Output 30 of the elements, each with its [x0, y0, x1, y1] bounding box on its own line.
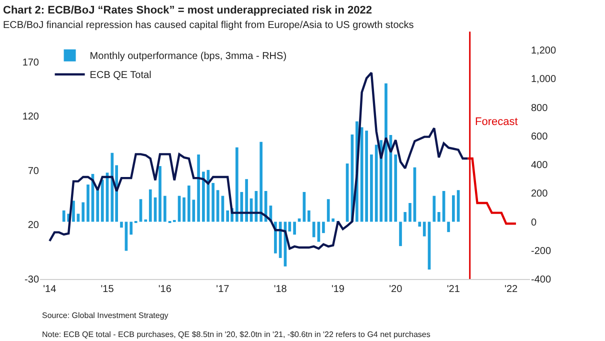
x-tick-label: '16: [158, 284, 172, 295]
y-tick-label: 70: [28, 166, 40, 177]
y-tick-label: -30: [24, 274, 40, 286]
x-tick-label: '20: [389, 284, 403, 295]
y2-tick-label: -200: [531, 246, 552, 257]
text: Note: ECB QE total - ECB purchases, QE $8.5tn in '20, $2.0tn in '21, -$0.6tn in '22 refers to G4 net purchases: [42, 330, 430, 339]
y2-tick-label: 0: [531, 217, 537, 228]
x-tick-label: '17: [216, 284, 230, 295]
source-note: Source: Global Investment Strategy: [42, 311, 168, 320]
ref-line-label: Forecast: [475, 116, 518, 128]
y-tick-label: 20: [28, 220, 40, 232]
y2-tick-label: 400: [531, 160, 548, 171]
y2-tick-label: 800: [531, 102, 548, 114]
y-tick-label: 120: [22, 112, 40, 123]
x-tick-label: '21: [446, 284, 460, 295]
y2-tick-label: -400: [531, 274, 552, 286]
legend-label: Monthly outperformance (bps, 3mma - RHS): [90, 51, 287, 62]
y2-tick-label: 1,000: [531, 74, 556, 86]
y2-tick-label: 200: [531, 188, 548, 200]
chart-title: Chart 2: ECB/BoJ “Rates Shock” = most underappreciated risk in 2022: [3, 4, 372, 17]
x-tick-label: '15: [100, 284, 114, 295]
chart-subtitle: ECB/BoJ financial repression has caused capital flight from Europe/Asia to US growth stocks: [3, 20, 414, 31]
y2-tick-label: 1,200: [531, 46, 556, 56]
x-tick-label: '19: [331, 284, 345, 295]
x-tick-label: '18: [274, 284, 288, 295]
y-tick-label: 170: [22, 57, 40, 68]
y2-tick-label: 600: [531, 131, 548, 142]
legend-label: ECB QE Total: [90, 70, 152, 82]
x-tick-label: '14: [43, 284, 57, 295]
x-tick-label: '22: [504, 284, 518, 295]
